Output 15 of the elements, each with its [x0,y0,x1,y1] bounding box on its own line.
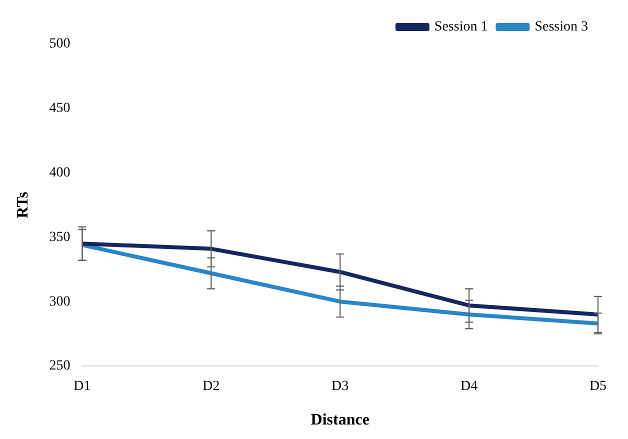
legend-label: Session 1 [434,20,488,35]
x-axis-title: Distance [310,412,370,429]
y-tick-label: 250 [49,358,70,374]
x-tick-label: D4 [460,379,478,394]
x-tick-label: D1 [74,379,91,394]
y-tick-label: 350 [49,230,70,245]
legend-label: Session 3 [534,20,588,35]
y-axis-title: RTs [14,192,32,218]
y-tick-label: 450 [49,101,70,116]
x-tick-label: D5 [589,379,607,394]
y-tick-label: 300 [49,294,70,310]
x-tick-label: D2 [202,379,220,394]
y-tick-label: 500 [49,36,70,52]
x-tick-label: D3 [332,379,349,394]
y-tick-label: 400 [49,165,70,180]
